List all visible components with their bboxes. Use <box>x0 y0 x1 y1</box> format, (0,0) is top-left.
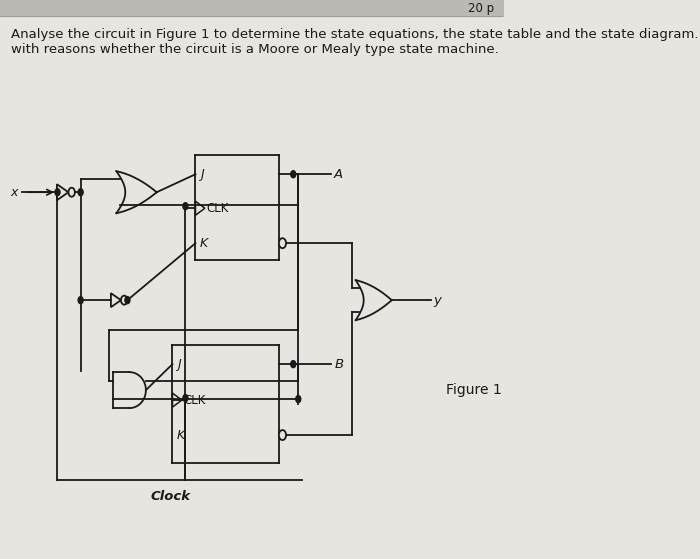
Text: K: K <box>177 429 185 442</box>
Text: K: K <box>199 236 208 250</box>
Text: B: B <box>334 358 343 371</box>
Text: Figure 1: Figure 1 <box>446 383 501 397</box>
Circle shape <box>290 361 296 368</box>
Circle shape <box>183 203 188 210</box>
Circle shape <box>69 188 75 197</box>
Circle shape <box>279 238 286 248</box>
Circle shape <box>183 395 188 401</box>
Circle shape <box>78 297 83 304</box>
Circle shape <box>290 170 296 178</box>
Text: A: A <box>334 168 343 181</box>
Circle shape <box>55 189 60 196</box>
Text: CLK: CLK <box>183 394 206 406</box>
Circle shape <box>78 189 83 196</box>
Text: J: J <box>199 168 204 181</box>
Circle shape <box>121 296 127 305</box>
Text: J: J <box>177 358 181 371</box>
Circle shape <box>125 297 130 304</box>
Text: x: x <box>10 186 18 198</box>
Text: y: y <box>433 293 441 307</box>
Text: Clock: Clock <box>151 490 191 503</box>
Text: 20 p: 20 p <box>468 2 494 15</box>
Circle shape <box>296 396 301 402</box>
Circle shape <box>279 430 286 440</box>
Text: Analyse the circuit in Figure 1 to determine the state equations, the state tabl: Analyse the circuit in Figure 1 to deter… <box>11 29 700 56</box>
Text: CLK: CLK <box>206 202 229 215</box>
